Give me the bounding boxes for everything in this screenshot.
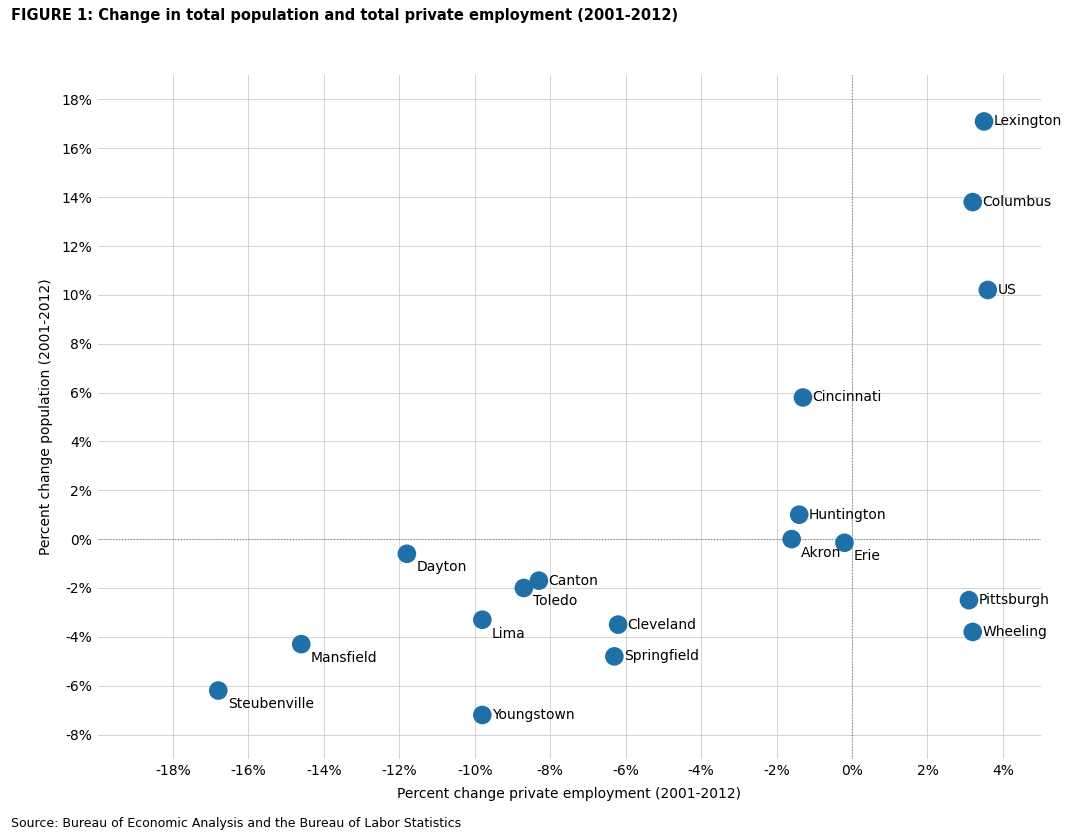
- Point: [530, 574, 547, 587]
- Point: [609, 618, 627, 631]
- Text: Wheeling: Wheeling: [982, 625, 1047, 639]
- Point: [964, 195, 981, 208]
- Point: [979, 284, 996, 297]
- Point: [474, 613, 491, 626]
- Point: [474, 708, 491, 721]
- Y-axis label: Percent change population (2001-2012): Percent change population (2001-2012): [39, 279, 53, 555]
- Text: Steubenville: Steubenville: [228, 697, 313, 711]
- Text: Huntington: Huntington: [809, 508, 887, 522]
- Text: Dayton: Dayton: [416, 560, 467, 575]
- Text: Columbus: Columbus: [982, 195, 1051, 209]
- Point: [515, 581, 532, 595]
- Text: Cleveland: Cleveland: [628, 618, 697, 631]
- Text: Lima: Lima: [492, 627, 526, 641]
- Point: [960, 594, 978, 607]
- Point: [976, 115, 993, 128]
- Text: US: US: [997, 283, 1016, 297]
- Text: Toledo: Toledo: [533, 595, 578, 609]
- Text: FIGURE 1: Change in total population and total private employment (2001-2012): FIGURE 1: Change in total population and…: [11, 8, 678, 23]
- Point: [398, 547, 415, 560]
- Text: Erie: Erie: [854, 550, 881, 563]
- X-axis label: Percent change private employment (2001-2012): Percent change private employment (2001-…: [397, 786, 741, 801]
- Text: Akron: Akron: [801, 545, 841, 560]
- Text: Mansfield: Mansfield: [311, 651, 377, 665]
- Text: Youngstown: Youngstown: [492, 708, 575, 722]
- Point: [836, 536, 853, 550]
- Point: [209, 684, 227, 697]
- Text: Canton: Canton: [549, 574, 598, 588]
- Text: Pittsburgh: Pittsburgh: [979, 593, 1049, 607]
- Text: Cincinnati: Cincinnati: [812, 390, 881, 404]
- Point: [790, 508, 808, 521]
- Point: [293, 637, 310, 651]
- Point: [964, 626, 981, 639]
- Point: [795, 391, 812, 404]
- Text: Springfield: Springfield: [623, 650, 699, 663]
- Text: Lexington: Lexington: [993, 114, 1061, 128]
- Point: [606, 650, 623, 663]
- Point: [783, 532, 800, 545]
- Text: Source: Bureau of Economic Analysis and the Bureau of Labor Statistics: Source: Bureau of Economic Analysis and …: [11, 816, 461, 830]
